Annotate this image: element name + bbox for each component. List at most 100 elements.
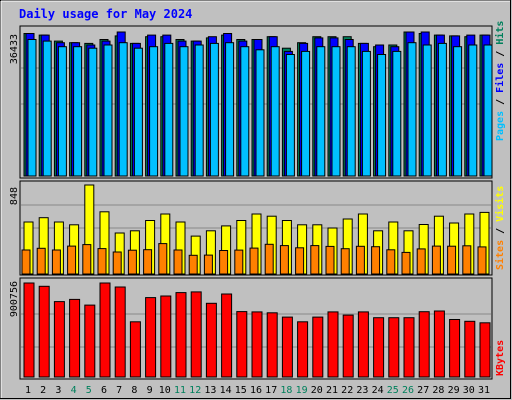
legend-files: Files — [494, 63, 506, 93]
x-tick-label: 21 — [326, 385, 338, 396]
bar-sites-4 — [67, 245, 77, 275]
kbytes-ymax-label: 900756 — [9, 281, 20, 317]
bar-sites-13 — [203, 254, 213, 275]
bar-pages-19 — [301, 50, 311, 177]
bar-pages-28 — [437, 42, 447, 177]
x-tick-label: 28 — [432, 385, 444, 396]
x-tick-label: 14 — [220, 385, 232, 396]
bar-sites-31 — [477, 246, 487, 275]
bar-pages-22 — [346, 46, 356, 177]
bar-pages-14 — [225, 42, 235, 177]
bar-pages-1 — [27, 39, 37, 177]
bar-kbytes-28 — [433, 310, 445, 378]
bar-kbytes-17 — [266, 312, 278, 378]
bar-sites-18 — [279, 245, 289, 275]
bar-kbytes-10 — [160, 295, 172, 378]
visitors-ymax-label: 848 — [9, 187, 20, 205]
bar-pages-25 — [392, 50, 402, 177]
bar-kbytes-29 — [449, 319, 461, 378]
bar-sites-22 — [340, 248, 350, 275]
legend-kbytes: KBytes — [495, 340, 506, 376]
x-tick-label: 13 — [204, 385, 216, 396]
bar-sites-21 — [325, 245, 335, 275]
bar-kbytes-20 — [312, 316, 324, 378]
bar-sites-25 — [386, 249, 396, 275]
x-tick-label: 16 — [250, 385, 262, 396]
x-tick-label: 27 — [417, 385, 429, 396]
bar-sites-12 — [188, 254, 198, 275]
bar-pages-4 — [73, 46, 83, 177]
bar-sites-15 — [234, 249, 244, 275]
bar-kbytes-19 — [297, 321, 309, 378]
bar-kbytes-2 — [38, 285, 50, 378]
bar-pages-24 — [377, 54, 387, 177]
bar-kbytes-25 — [388, 317, 400, 378]
bar-sites-24 — [371, 246, 381, 275]
legend-sites: Sites — [494, 240, 506, 270]
bar-pages-26 — [407, 42, 417, 177]
bar-sites-6 — [97, 248, 107, 275]
bar-sites-2 — [36, 247, 46, 275]
bar-kbytes-15 — [236, 311, 248, 378]
bar-kbytes-11 — [175, 292, 187, 378]
bar-kbytes-9 — [145, 297, 157, 378]
bar-kbytes-6 — [99, 282, 111, 378]
bar-kbytes-12 — [190, 291, 202, 378]
bar-pages-11 — [179, 46, 189, 177]
bar-sites-9 — [143, 249, 153, 275]
legend-hits: Hits — [494, 21, 506, 45]
legend-separator: / — [495, 93, 506, 111]
bar-pages-7 — [118, 42, 128, 177]
bar-pages-23 — [361, 50, 371, 177]
x-tick-label: 22 — [341, 385, 353, 396]
svg-text:Pages / Files / Hits: Pages / Files / Hits — [494, 21, 506, 141]
bar-sites-10 — [158, 243, 168, 275]
bar-pages-31 — [483, 44, 493, 177]
x-tick-label: 31 — [478, 385, 490, 396]
bar-pages-27 — [422, 44, 432, 177]
bar-kbytes-1 — [23, 282, 35, 378]
x-tick-label: 17 — [265, 385, 277, 396]
x-tick-label: 5 — [86, 385, 92, 396]
x-tick-label: 6 — [101, 385, 107, 396]
x-tick-label: 19 — [296, 385, 308, 396]
bar-pages-29 — [453, 46, 463, 177]
requests-ymax-label: 36433 — [9, 34, 20, 64]
bar-sites-7 — [112, 251, 122, 275]
x-tick-label: 3 — [55, 385, 61, 396]
x-tick-label: 2 — [40, 385, 46, 396]
bar-kbytes-23 — [357, 311, 369, 378]
x-tick-label: 12 — [189, 385, 201, 396]
x-tick-label: 30 — [463, 385, 475, 396]
panel-visitors — [19, 180, 493, 276]
bar-kbytes-30 — [464, 320, 476, 378]
bar-kbytes-7 — [114, 286, 126, 378]
bar-pages-8 — [133, 47, 143, 177]
x-tick-label: 7 — [116, 385, 122, 396]
panel-kbytes — [19, 277, 493, 380]
x-tick-label: 29 — [448, 385, 460, 396]
bar-sites-27 — [416, 248, 426, 275]
bar-pages-12 — [194, 44, 204, 177]
bar-sites-23 — [355, 245, 365, 275]
x-tick-label: 15 — [235, 385, 247, 396]
bar-sites-29 — [447, 245, 457, 275]
bar-sites-1 — [21, 249, 31, 275]
bar-kbytes-14 — [221, 293, 233, 378]
legend-visits: Visits — [494, 186, 506, 222]
bar-sites-30 — [462, 245, 472, 275]
bar-pages-30 — [468, 44, 478, 177]
x-tick-label: 20 — [311, 385, 323, 396]
bar-kbytes-8 — [129, 321, 141, 378]
bar-kbytes-27 — [418, 311, 430, 378]
x-tick-label: 26 — [402, 385, 414, 396]
legend-separator: / — [495, 222, 506, 240]
legend-pages: Pages — [495, 111, 506, 141]
bar-kbytes-22 — [342, 314, 354, 378]
bar-pages-20 — [316, 46, 326, 177]
svg-text:KBytes: KBytes — [495, 340, 506, 376]
bar-sites-14 — [219, 250, 229, 275]
x-tick-label: 24 — [372, 385, 384, 396]
bar-pages-3 — [57, 46, 67, 177]
